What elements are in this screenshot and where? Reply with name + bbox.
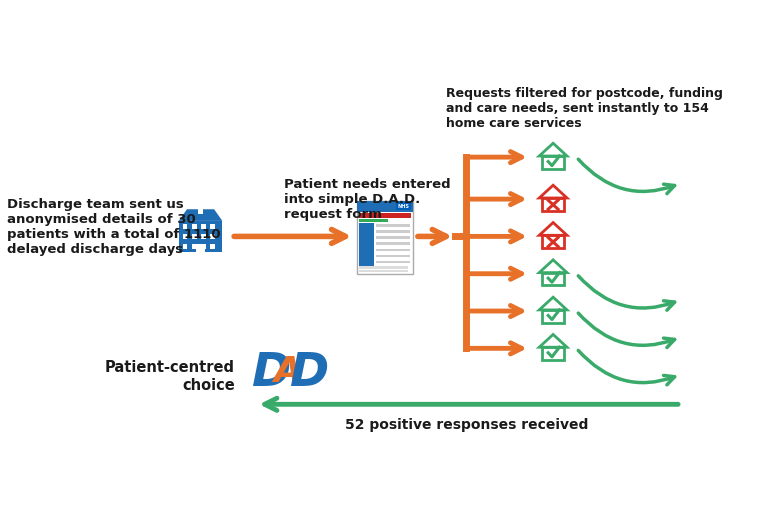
FancyBboxPatch shape <box>183 244 187 248</box>
Text: 52 positive responses received: 52 positive responses received <box>345 418 588 432</box>
Text: Discharge team sent us
anonymised details of 30
patients with a total of 1110
de: Discharge team sent us anonymised detail… <box>8 198 221 256</box>
FancyBboxPatch shape <box>359 223 374 266</box>
Text: NHS: NHS <box>398 204 410 208</box>
FancyBboxPatch shape <box>192 234 197 239</box>
FancyBboxPatch shape <box>376 248 410 251</box>
FancyBboxPatch shape <box>359 219 388 222</box>
FancyBboxPatch shape <box>210 234 215 239</box>
Text: D: D <box>290 351 329 396</box>
FancyBboxPatch shape <box>376 261 410 264</box>
FancyBboxPatch shape <box>376 243 410 245</box>
FancyBboxPatch shape <box>196 244 205 252</box>
FancyBboxPatch shape <box>183 234 187 239</box>
Text: Requests filtered for postcode, funding
and care needs, sent instantly to 154
ho: Requests filtered for postcode, funding … <box>446 87 723 130</box>
FancyBboxPatch shape <box>201 244 206 248</box>
FancyBboxPatch shape <box>376 230 410 233</box>
Text: Patient needs entered
into simple D.A.D.
request form: Patient needs entered into simple D.A.D.… <box>284 178 451 221</box>
FancyBboxPatch shape <box>198 202 204 214</box>
FancyBboxPatch shape <box>192 244 197 248</box>
FancyBboxPatch shape <box>195 203 207 208</box>
FancyBboxPatch shape <box>192 224 197 229</box>
FancyBboxPatch shape <box>376 237 410 239</box>
FancyBboxPatch shape <box>179 221 223 252</box>
FancyBboxPatch shape <box>396 202 412 210</box>
FancyBboxPatch shape <box>376 254 410 258</box>
Text: D: D <box>252 351 291 396</box>
FancyBboxPatch shape <box>210 244 215 248</box>
Text: A: A <box>273 355 301 389</box>
FancyBboxPatch shape <box>359 266 408 269</box>
Polygon shape <box>179 209 223 221</box>
FancyBboxPatch shape <box>357 201 413 274</box>
FancyBboxPatch shape <box>359 213 412 218</box>
FancyBboxPatch shape <box>183 224 187 229</box>
Text: Patient-centred
choice: Patient-centred choice <box>105 360 235 393</box>
FancyBboxPatch shape <box>201 234 206 239</box>
FancyBboxPatch shape <box>201 224 206 229</box>
FancyBboxPatch shape <box>210 224 215 229</box>
FancyBboxPatch shape <box>357 201 413 212</box>
FancyBboxPatch shape <box>376 224 410 227</box>
FancyBboxPatch shape <box>359 270 408 272</box>
